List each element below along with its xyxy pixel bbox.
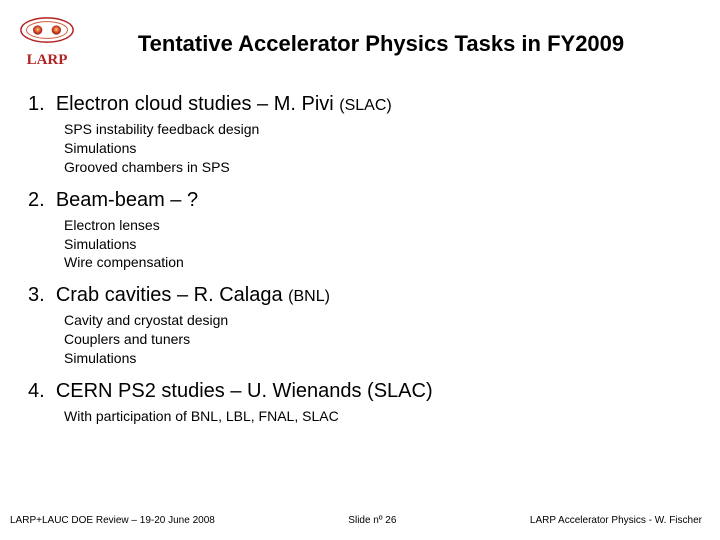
slide-header: LARP Tentative Accelerator Physics Tasks… (0, 0, 720, 69)
topic-subitems: SPS instability feedback design Simulati… (28, 116, 712, 177)
subitem: Cavity and cryostat design (64, 311, 712, 330)
topic-heading: 2. Beam-beam – ? (28, 189, 712, 212)
subitem: Electron lenses (64, 216, 712, 235)
topic-name: Electron cloud studies – M. Pivi (56, 93, 339, 115)
subitem: Simulations (64, 349, 712, 368)
topic-name: CERN PS2 studies – U. Wienands (SLAC) (56, 380, 433, 402)
subitem: Couplers and tuners (64, 330, 712, 349)
topic-name: Beam-beam – ? (56, 189, 198, 211)
subitem: Simulations (64, 139, 712, 158)
subitem: Grooved chambers in SPS (64, 158, 712, 177)
topic-1: 1. Electron cloud studies – M. Pivi (SLA… (28, 93, 712, 177)
topic-number: 4. (28, 380, 45, 402)
slide-title: Tentative Accelerator Physics Tasks in F… (82, 25, 720, 57)
topic-number: 3. (28, 284, 45, 306)
slide-content: 1. Electron cloud studies – M. Pivi (SLA… (0, 69, 720, 426)
topic-4: 4. CERN PS2 studies – U. Wienands (SLAC)… (28, 380, 712, 426)
larp-logo-icon (19, 12, 75, 48)
subitem: SPS instability feedback design (64, 120, 712, 139)
topic-2: 2. Beam-beam – ? Electron lenses Simulat… (28, 189, 712, 273)
topic-lead-small: (BNL) (288, 288, 330, 305)
larp-logo-text: LARP (27, 52, 68, 69)
topic-subitems: With participation of BNL, LBL, FNAL, SL… (28, 403, 712, 426)
topic-number: 1. (28, 93, 45, 115)
footer-center: Slide nº 26 (348, 515, 396, 526)
topic-subitems: Electron lenses Simulations Wire compens… (28, 212, 712, 273)
footer-right: LARP Accelerator Physics - W. Fischer (530, 515, 702, 526)
subitem: Wire compensation (64, 253, 712, 272)
topic-heading: 1. Electron cloud studies – M. Pivi (SLA… (28, 93, 712, 116)
topic-3: 3. Crab cavities – R. Calaga (BNL) Cavit… (28, 284, 712, 368)
footer-left: LARP+LAUC DOE Review – 19-20 June 2008 (10, 515, 215, 526)
topic-heading: 4. CERN PS2 studies – U. Wienands (SLAC) (28, 380, 712, 403)
topic-number: 2. (28, 189, 45, 211)
topic-lead-small: (SLAC) (339, 97, 391, 114)
topic-heading: 3. Crab cavities – R. Calaga (BNL) (28, 284, 712, 307)
slide-footer: LARP+LAUC DOE Review – 19-20 June 2008 S… (0, 515, 720, 526)
topic-name: Crab cavities – R. Calaga (56, 284, 288, 306)
larp-logo-block: LARP (12, 12, 82, 69)
subitem: Simulations (64, 235, 712, 254)
subitem: With participation of BNL, LBL, FNAL, SL… (64, 407, 712, 426)
topic-subitems: Cavity and cryostat design Couplers and … (28, 307, 712, 368)
